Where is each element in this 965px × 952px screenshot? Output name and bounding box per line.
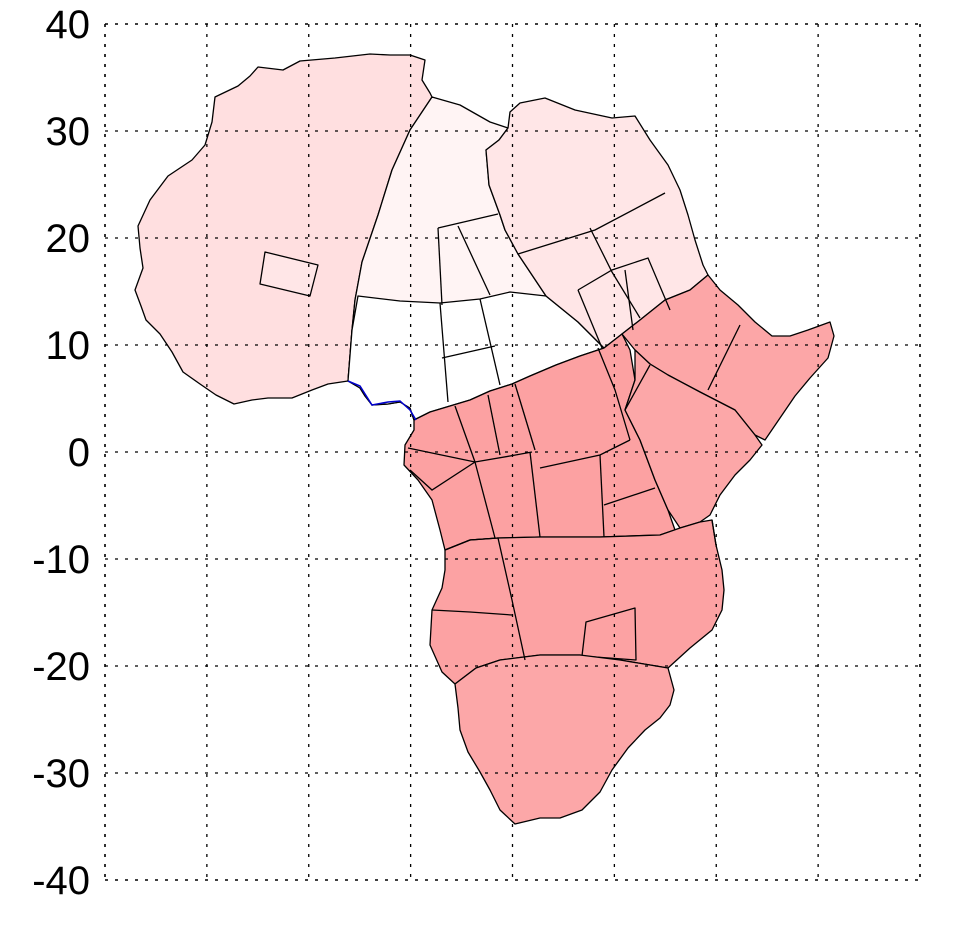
border-line [577, 257, 671, 311]
border-line [409, 461, 476, 491]
border-line [514, 383, 536, 451]
border-line [487, 394, 501, 456]
y-tick-label: -10 [32, 538, 90, 582]
border-line [711, 519, 717, 546]
map-regions [134, 53, 835, 825]
y-axis: 40 30 20 10 0 -10 -20 -30 -40 [32, 3, 90, 903]
region-inclusion [259, 251, 319, 297]
border-line [454, 405, 476, 463]
coast-line [347, 380, 417, 421]
y-tick-label: 20 [46, 217, 91, 261]
border-line [707, 324, 741, 391]
region-north-west [134, 53, 433, 405]
region-borders [347, 192, 741, 661]
border-line [431, 609, 513, 616]
border-line [479, 298, 501, 386]
border-line [597, 347, 631, 441]
border-line [589, 227, 641, 319]
border-line [529, 451, 541, 538]
y-tick-label: 40 [46, 3, 91, 47]
border-line [603, 487, 656, 506]
border-line [439, 302, 449, 403]
border-line [437, 227, 443, 306]
border-line [407, 447, 533, 463]
border-line [517, 192, 666, 255]
y-tick-label: 30 [46, 110, 91, 154]
y-tick-label: -30 [32, 752, 90, 796]
border-line [437, 213, 499, 229]
border-line [624, 269, 634, 331]
y-tick-label: 10 [46, 324, 91, 368]
border-line [457, 225, 491, 296]
border-line [624, 364, 651, 411]
region-inclusion [581, 607, 637, 661]
border-line [497, 537, 526, 661]
y-tick-label: 0 [68, 431, 90, 475]
border-line [441, 345, 496, 359]
border-line [444, 537, 499, 551]
region-east-africa [624, 349, 763, 529]
border-line [599, 454, 605, 538]
border-line [474, 461, 496, 539]
border-line [577, 289, 603, 349]
y-tick-label: -40 [32, 859, 90, 903]
region-southern [454, 654, 675, 825]
y-tick-label: -20 [32, 645, 90, 689]
map-grid [104, 23, 921, 881]
